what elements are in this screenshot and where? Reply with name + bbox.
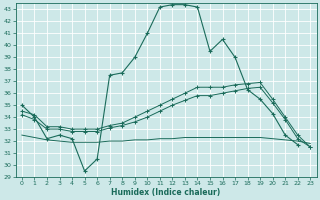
X-axis label: Humidex (Indice chaleur): Humidex (Indice chaleur) xyxy=(111,188,221,197)
